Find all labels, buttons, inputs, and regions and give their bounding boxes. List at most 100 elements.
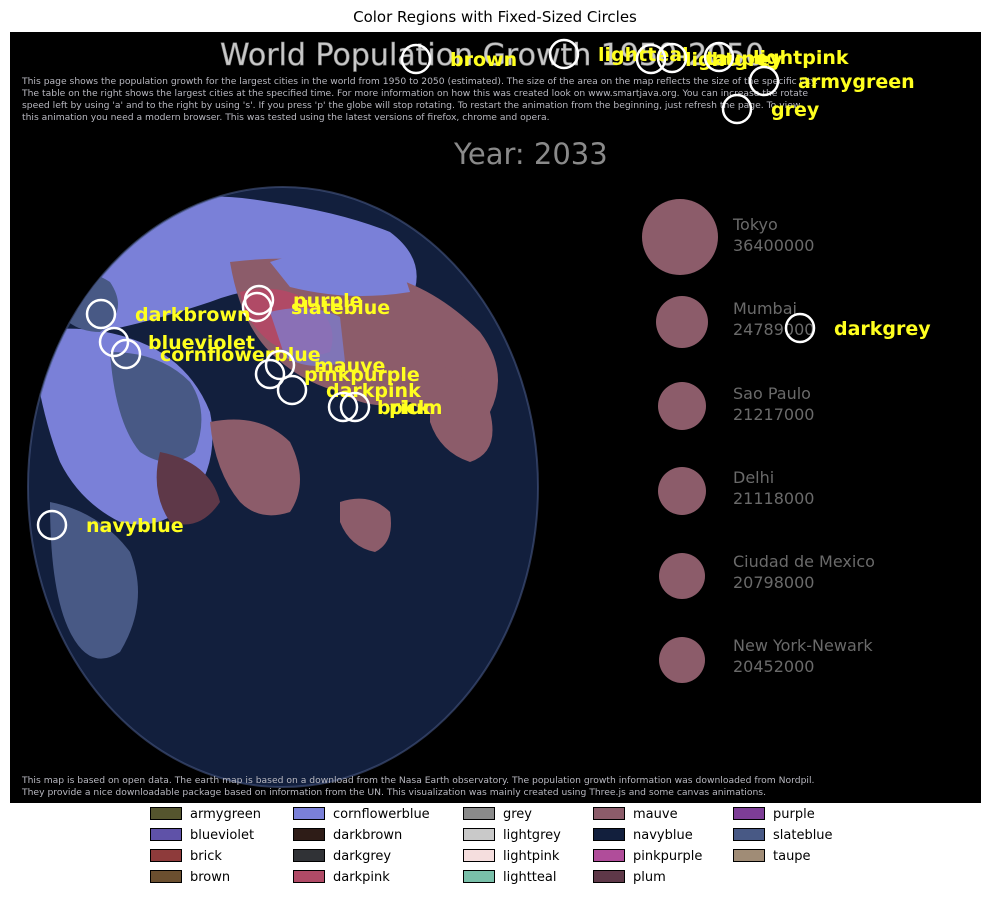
marker: brown [400, 43, 517, 75]
marker-label: armygreen [798, 71, 915, 93]
marker-label: navyblue [86, 515, 184, 537]
marker-circle [98, 326, 130, 358]
city-disc [658, 382, 706, 430]
legend-label: lightgrey [503, 828, 561, 843]
legend-item: plum [593, 867, 666, 888]
screenshot-scene: World Population Growth 1950-2050 This p… [21, 38, 931, 798]
marker-circle [784, 312, 816, 344]
city-disc [642, 199, 718, 275]
legend-item: purple [733, 804, 815, 825]
legend-swatch [463, 870, 495, 883]
legend-swatch [733, 849, 765, 862]
city-population: 20798000 [733, 573, 814, 592]
marker: grey [721, 93, 820, 125]
legend-label: darkgrey [333, 849, 392, 864]
marker-circle [748, 65, 780, 97]
legend-swatch [150, 849, 182, 862]
city-row: Delhi 21118000 [658, 467, 814, 515]
marker-circle [400, 43, 432, 75]
marker-circle [241, 291, 273, 323]
legend-swatch [463, 828, 495, 841]
marker-label: mauve [314, 355, 385, 377]
marker-label: blueviolet [148, 332, 255, 354]
legend-swatch [733, 828, 765, 841]
legend-swatch [150, 807, 182, 820]
legend-item: cornflowerblue [293, 804, 430, 825]
description-line: this animation you need a modern browser… [22, 112, 550, 123]
marker: darkpink [276, 374, 421, 406]
screen-footer: This map is based on open data. The eart… [21, 775, 814, 798]
legend-item: grey [463, 804, 532, 825]
city-row: Ciudad de Mexico 20798000 [659, 552, 875, 599]
legend-item: navyblue [593, 825, 693, 846]
legend-label: grey [503, 807, 533, 822]
marker-label: purple [293, 290, 363, 312]
legend-swatch [593, 807, 625, 820]
footer-line: This map is based on open data. The eart… [21, 775, 814, 786]
marker: lightpink [703, 41, 849, 73]
screen-description: This page shows the population growth fo… [21, 76, 818, 123]
legend-item: brown [150, 867, 230, 888]
city-disc [658, 467, 706, 515]
marker-circle [276, 374, 308, 406]
legend-swatch [150, 828, 182, 841]
city-name: Sao Paulo [733, 384, 811, 403]
marker: brick [327, 391, 431, 423]
legend-item: darkbrown [293, 825, 402, 846]
legend-item: darkpink [293, 867, 390, 888]
city-population: 21217000 [733, 405, 814, 424]
footer-line: They provide a nice downloadable package… [21, 787, 766, 798]
city-population: 21118000 [733, 489, 814, 508]
legend-label: taupe [773, 849, 811, 864]
marker: navyblue [36, 509, 184, 541]
marker-circle [656, 42, 688, 74]
legend-item: armygreen [150, 804, 261, 825]
legend-label: armygreen [190, 807, 261, 822]
marker-label: darkgrey [834, 318, 931, 340]
marker-label: lightgrey [685, 49, 783, 71]
legend-label: navyblue [633, 828, 693, 843]
legend-label: blueviolet [190, 828, 255, 843]
screenshot-frame: World Population Growth 1950-2050 This p… [10, 32, 981, 803]
marker-label: brown [450, 49, 517, 71]
marker-circle [339, 391, 371, 423]
legend-swatch [293, 849, 325, 862]
marker: pinkpurple [254, 358, 420, 390]
marker-circle [110, 338, 142, 370]
legend-item: lightteal [463, 867, 557, 888]
marker-circle [264, 349, 296, 381]
globe [27, 186, 539, 788]
legend-item: pinkpurple [593, 846, 702, 867]
marker: taupe [656, 42, 768, 74]
city-disc [659, 637, 705, 683]
legend-label: brown [190, 870, 231, 885]
marker: blueviolet [98, 326, 255, 358]
marker-circle [254, 358, 286, 390]
marker-label: slateblue [291, 297, 390, 319]
legend-label: plum [633, 870, 666, 885]
legend-item: darkgrey [293, 846, 391, 867]
marker-label: brick [377, 397, 431, 419]
city-name: Tokyo [732, 215, 778, 234]
legend-item: lightgrey [463, 825, 561, 846]
legend-swatch [593, 849, 625, 862]
legend-item: mauve [593, 804, 678, 825]
city-name: Ciudad de Mexico [733, 552, 875, 571]
legend-swatch [293, 828, 325, 841]
legend: armygreen blueviolet brick brown cornflo… [150, 804, 850, 894]
legend-label: lightpink [503, 849, 560, 864]
city-name: Delhi [733, 468, 774, 487]
marker-circle [721, 93, 753, 125]
legend-item: blueviolet [150, 825, 254, 846]
city-name: Mumbai [733, 299, 797, 318]
city-row: New York-Newark 20452000 [659, 636, 873, 683]
legend-swatch [593, 828, 625, 841]
city-population: 36400000 [733, 236, 814, 255]
marker: cornflowerblue [110, 338, 321, 370]
marker-circle [635, 43, 667, 75]
marker: slateblue [241, 291, 390, 323]
marker: armygreen [748, 65, 915, 97]
marker: lightgrey [635, 43, 783, 75]
description-line: This page shows the population growth fo… [21, 76, 818, 87]
marker: darkgrey [784, 312, 931, 344]
